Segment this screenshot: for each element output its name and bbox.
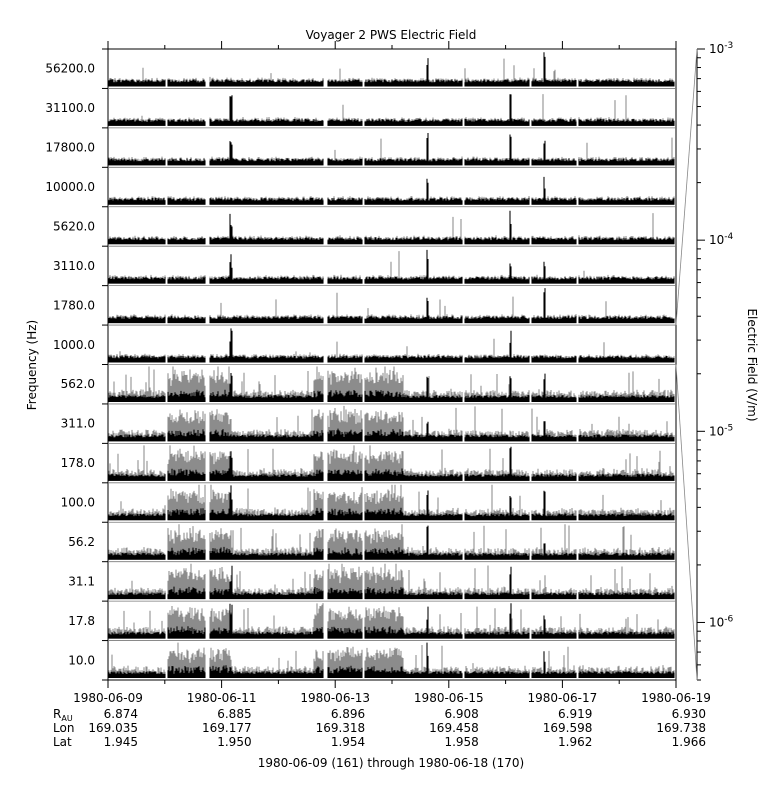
orbit-value: 169.318: [316, 721, 366, 735]
orbit-value: 169.177: [202, 721, 252, 735]
orbit-value: 169.458: [429, 721, 479, 735]
channel-panel-100.0: [108, 484, 675, 521]
channel-trace-black: [108, 565, 675, 600]
orbit-value: 169.035: [88, 721, 138, 735]
freq-label-1000.0: 1000.0: [53, 338, 95, 352]
channel-trace-black: [108, 421, 675, 442]
freq-label-3110.0: 3110.0: [53, 259, 95, 273]
freq-label-31.1: 31.1: [68, 574, 95, 588]
y2-axis-label: Electric Field (V/m): [745, 308, 759, 421]
orbit-value: 169.738: [656, 721, 706, 735]
scale-connector-lower: [675, 364, 698, 681]
channel-trace-black: [108, 249, 675, 284]
freq-label-17800.0: 17800.0: [45, 141, 95, 155]
scale-connector-upper: [675, 48, 698, 326]
right-tick-label: 10-6: [709, 614, 734, 629]
orbit-row-label: Lon: [53, 721, 74, 735]
x-axis-label: 1980-06-09 (161) through 1980-06-18 (170…: [258, 756, 524, 770]
orbit-value: 1.950: [217, 735, 251, 749]
right-tick-label: 10-3: [709, 41, 733, 56]
spectrogram-panels: [108, 52, 675, 678]
orbit-value: 1.958: [444, 735, 478, 749]
y-axis-label: Frequency (Hz): [25, 320, 39, 411]
freq-label-5620.0: 5620.0: [53, 219, 95, 233]
x-tick-label: 1980-06-15: [414, 691, 484, 705]
orbit-row-sublabel: AU: [61, 714, 72, 723]
channel-trace-black: [108, 176, 675, 205]
channel-trace-black: [108, 328, 675, 363]
orbit-value: 6.885: [217, 707, 251, 721]
channel-panel-17800.0: [108, 133, 675, 166]
orbit-value: 6.896: [331, 707, 365, 721]
freq-label-17.8: 17.8: [68, 614, 95, 628]
electric-field-axis: 10-3 10-4 10-5 10-6: [675, 41, 734, 681]
orbit-value: 1.966: [672, 735, 706, 749]
freq-label-56.2: 56.2: [68, 535, 95, 549]
x-tick-label: 1980-06-17: [528, 691, 598, 705]
channel-trace-black: [108, 642, 675, 678]
frequency-tick-labels: 56200.0 31100.0 17800.0 10000.0 5620.0 3110.0…: [45, 62, 95, 668]
channel-panel-17.8: [108, 603, 675, 639]
channel-panel-1780.0: [108, 288, 675, 324]
channel-trace-black: [108, 373, 675, 402]
channel-panel-178.0: [108, 445, 675, 481]
orbit-value: 6.908: [444, 707, 478, 721]
freq-label-562.0: 562.0: [61, 377, 95, 391]
orbit-row-label: Lat: [53, 735, 72, 749]
channel-trace-black: [108, 133, 675, 166]
channel-panel-10.0: [108, 642, 675, 678]
orbit-value: 1.945: [104, 735, 138, 749]
orbit-value: 6.930: [672, 707, 706, 721]
orbit-value: 169.598: [543, 721, 593, 735]
freq-label-31100.0: 31100.0: [45, 101, 95, 115]
channel-panel-56200.0: [108, 52, 675, 87]
orbit-value: 6.919: [558, 707, 592, 721]
channel-panel-56.2: [108, 524, 675, 560]
x-tick-label: 1980-06-11: [187, 691, 257, 705]
channel-trace-black: [108, 288, 675, 324]
freq-label-10.0: 10.0: [68, 653, 95, 667]
channel-trace-black: [108, 94, 675, 126]
channel-trace-black: [108, 485, 675, 521]
chart-title: Voyager 2 PWS Electric Field: [306, 28, 477, 42]
x-tick-label: 1980-06-13: [300, 691, 370, 705]
channel-trace-black: [108, 603, 675, 639]
freq-label-1780.0: 1780.0: [53, 298, 95, 312]
x-tick-label: 1980-06-19: [641, 691, 711, 705]
channel-trace-black: [108, 52, 675, 87]
channel-panel-10000.0: [108, 176, 675, 205]
channel-panel-31.1: [108, 563, 675, 600]
x-axis: 1980-06-09 1980-06-11 1980-06-13 1980-06-15…: [53, 41, 711, 749]
orbit-value: 1.962: [558, 735, 592, 749]
channel-panel-31100.0: [108, 94, 675, 126]
channel-trace-black: [108, 210, 675, 245]
right-tick-label: 10-4: [709, 232, 734, 247]
orbit-value: 6.874: [104, 707, 138, 721]
channel-panel-3110.0: [108, 249, 675, 284]
freq-label-10000.0: 10000.0: [45, 180, 95, 194]
channel-trace-black: [108, 446, 675, 481]
orbit-value: 1.954: [331, 735, 365, 749]
right-tick-label: 10-5: [709, 423, 733, 438]
freq-label-178.0: 178.0: [61, 456, 95, 470]
freq-label-56200.0: 56200.0: [45, 62, 95, 76]
freq-label-100.0: 100.0: [61, 496, 95, 510]
channel-trace-black: [108, 525, 675, 560]
channel-panel-1000.0: [108, 328, 675, 363]
channel-panel-562.0: [108, 366, 675, 402]
channel-panel-311.0: [108, 405, 675, 442]
freq-label-311.0: 311.0: [61, 417, 95, 431]
channel-panel-5620.0: [108, 210, 675, 245]
x-tick-label: 1980-06-09: [73, 691, 143, 705]
